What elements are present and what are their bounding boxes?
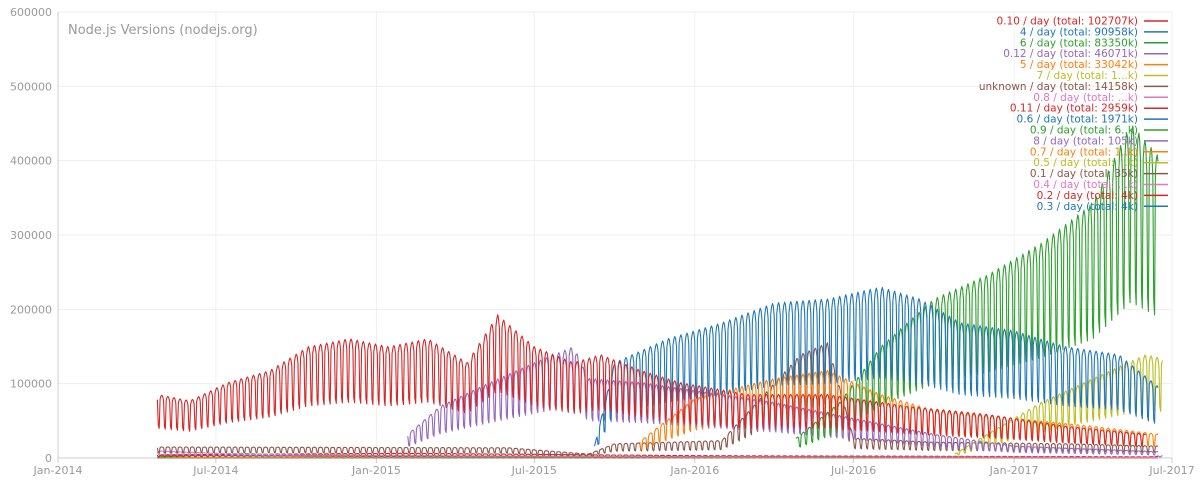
x-tick-label: Jul-2015 bbox=[511, 464, 557, 477]
legend-label: 7 / day (total: 1...k) bbox=[1037, 70, 1138, 82]
legend-label: 4 / day (total: 90958k) bbox=[1020, 26, 1138, 38]
legend-label: 0.5 / day (total: ...k) bbox=[1033, 157, 1138, 169]
legend-label: 0.9 / day (total: 6..k) bbox=[1030, 125, 1138, 137]
y-tick-label: 0 bbox=[45, 452, 52, 465]
legend-label: 5 / day (total: 33042k) bbox=[1020, 59, 1138, 71]
x-tick-label: Jul-2017 bbox=[1148, 464, 1194, 477]
x-tick-label: Jan-2015 bbox=[351, 464, 401, 477]
legend-label: 0.3 / day (total: 4k) bbox=[1037, 201, 1138, 213]
series-line bbox=[156, 314, 1147, 448]
y-tick-label: 200000 bbox=[10, 303, 52, 316]
series-line bbox=[593, 286, 1159, 447]
legend-label: 0.7 / day (total: 1..k) bbox=[1030, 146, 1138, 158]
legend-label: 0.11 / day (total: 2959k) bbox=[1010, 103, 1138, 115]
legend-label: 0.6 / day (total: 1971k) bbox=[1017, 114, 1138, 126]
x-tick-label: Jan-2014 bbox=[33, 464, 83, 477]
legend-label: 0.12 / day (total: 46071k) bbox=[1003, 48, 1138, 60]
y-tick-label: 500000 bbox=[10, 80, 52, 93]
series-line bbox=[795, 125, 1159, 448]
series-lines bbox=[156, 125, 1163, 459]
y-tick-label: 300000 bbox=[10, 229, 52, 242]
x-tick-label: Jan-2017 bbox=[989, 464, 1039, 477]
x-tick-label: Jan-2016 bbox=[669, 464, 719, 477]
y-tick-label: 600000 bbox=[10, 6, 52, 19]
legend: 0.10 / day (total: 102707k)4 / day (tota… bbox=[979, 16, 1168, 213]
legend-label: 6 / day (total: 83350k) bbox=[1020, 37, 1138, 49]
x-tick-label: Jul-2016 bbox=[830, 464, 876, 477]
y-tick-label: 100000 bbox=[10, 378, 52, 391]
legend-label: 0.4 / day (total: ...k) bbox=[1033, 179, 1138, 191]
legend-label: 0.1 / day (total: 35k) bbox=[1030, 168, 1138, 180]
legend-label: 0.2 / day (total: 4k) bbox=[1037, 190, 1138, 202]
x-tick-label: Jul-2014 bbox=[192, 464, 238, 477]
legend-label: 0.8 / day (total: ...k) bbox=[1033, 92, 1138, 104]
legend-label: 0.10 / day (total: 102707k) bbox=[997, 16, 1138, 28]
legend-label: unknown / day (total: 14158k) bbox=[979, 81, 1138, 93]
legend-label: 8 / day (total: 105k) bbox=[1033, 135, 1138, 147]
y-tick-label: 400000 bbox=[10, 155, 52, 168]
chart-title: Node.js Versions (nodejs.org) bbox=[68, 23, 258, 38]
series-line bbox=[156, 450, 1158, 459]
